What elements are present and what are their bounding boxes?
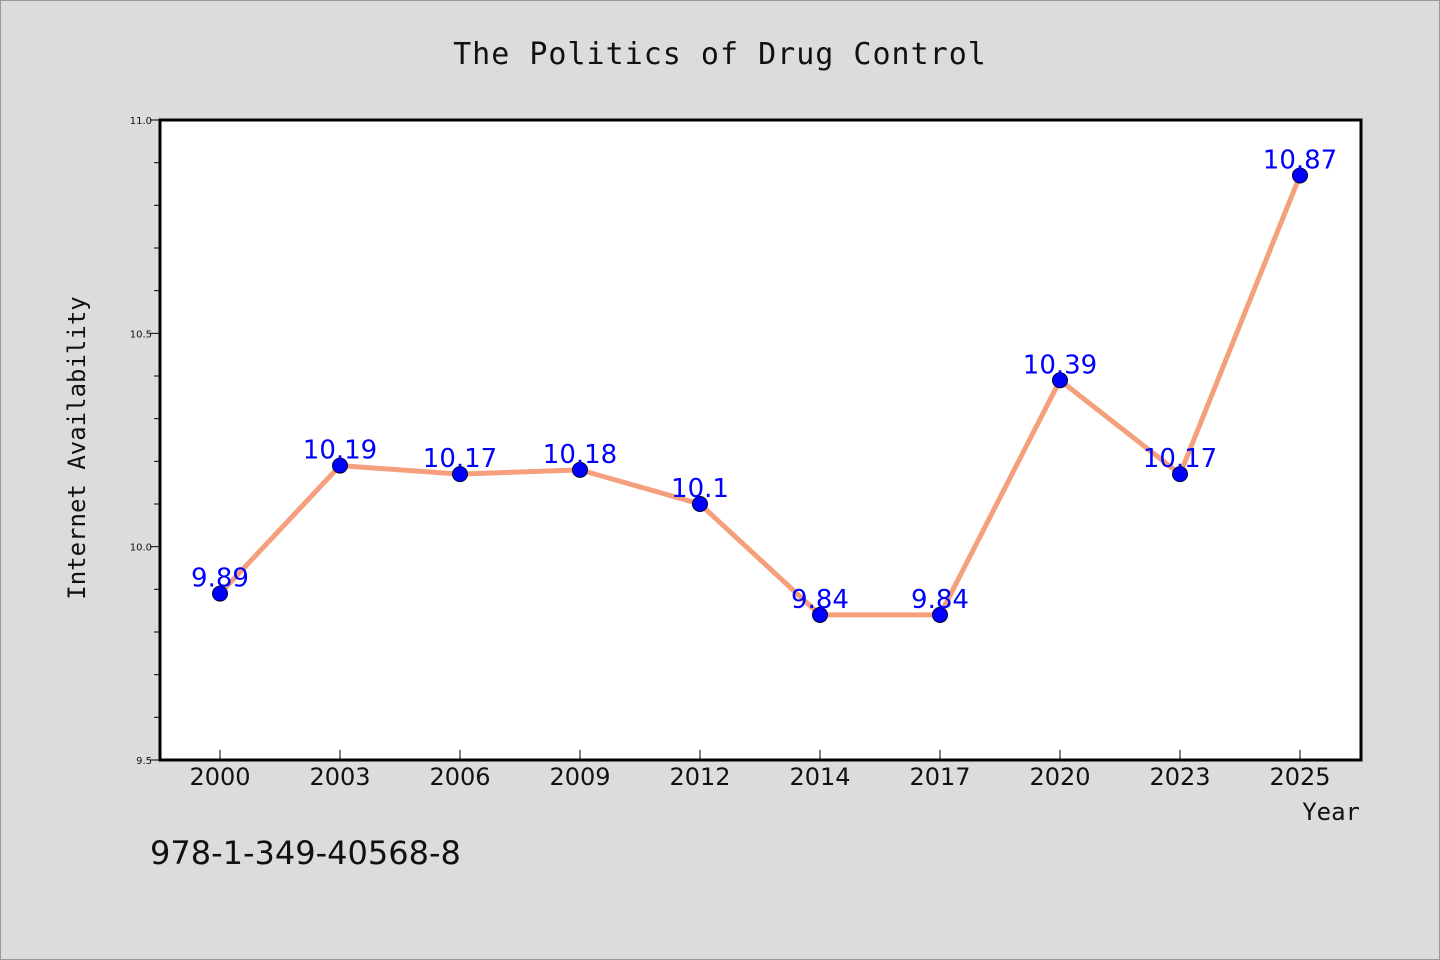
x-tick-label: 2025 [1269,763,1330,791]
data-label: 10.39 [1023,350,1097,380]
data-point [692,496,708,512]
y-tick-label: 9.5 [136,756,152,767]
x-tick-label: 2003 [309,763,370,791]
data-point [212,585,228,602]
data-point [332,457,348,474]
y-tick-label: 10.5 [130,329,152,340]
data-point [1292,167,1308,184]
x-tick-label: 2012 [669,763,730,791]
x-tick-label: 2000 [189,763,250,791]
series-line [218,174,1303,618]
data-label: 10.1 [671,474,729,504]
x-axis-label: Year [1302,798,1360,826]
data-label: 9.84 [911,585,969,615]
data-point [452,466,468,483]
data-label: 10.17 [423,444,497,474]
y-tick-label: 11.0 [130,116,152,127]
y-axis-ticks: 9.5 10.0 10.5 11.0 [130,116,160,767]
data-label: 10.87 [1263,145,1337,175]
x-axis-ticks: 2000 2003 2006 2009 2012 2014 2017 2020 2023 2025 [189,750,1331,791]
data-point [812,606,828,623]
data-label: 10.19 [303,436,377,466]
x-tick-label: 2014 [789,763,850,791]
x-tick-label: 2023 [1149,763,1210,791]
x-tick-label: 2020 [1029,763,1090,791]
data-point [932,606,948,623]
isbn-text: 978-1-349-40568-8 [150,834,461,872]
series-markers [212,167,1308,623]
y-tick-label: 10.0 [130,543,152,554]
data-point [572,461,588,478]
plot-border [158,118,1363,762]
data-label: 9.84 [791,585,849,615]
chart-title: The Politics of Drug Control [453,37,987,72]
x-tick-label: 2009 [549,763,610,791]
y-axis-label: Internet Availability [63,296,91,599]
x-tick-label: 2017 [909,763,970,791]
plot-area [160,120,1361,760]
data-label: 10.17 [1143,444,1217,474]
data-labels: 9.89 10.19 10.17 10.18 10.1 9.84 9.84 10.39 10.1… [191,145,1337,614]
data-point [1172,466,1188,483]
data-point [1052,372,1068,389]
x-tick-label: 2006 [429,763,490,791]
data-label: 9.89 [191,564,249,594]
data-label: 10.18 [543,440,617,470]
